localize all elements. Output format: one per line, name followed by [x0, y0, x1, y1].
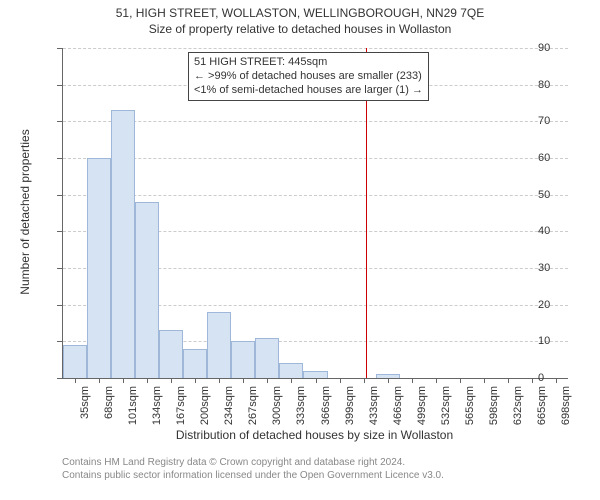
- chart-title-main: 51, HIGH STREET, WOLLASTON, WELLINGBOROU…: [0, 0, 600, 20]
- y-tick-label: 40: [538, 225, 594, 237]
- annotation-line-3: <1% of semi-detached houses are larger (…: [194, 84, 423, 98]
- histogram-bar: [279, 363, 303, 378]
- y-tick-mark: [57, 158, 62, 159]
- histogram-bar: [183, 349, 207, 378]
- y-tick-label: 30: [538, 262, 594, 274]
- y-tick-label: 0: [538, 372, 594, 384]
- histogram-bar: [255, 338, 279, 378]
- y-tick-label: 80: [538, 79, 594, 91]
- property-annotation: 51 HIGH STREET: 445sqm ← >99% of detache…: [188, 52, 429, 101]
- y-axis-title: Number of detached properties: [18, 47, 32, 377]
- x-tick-mark: [412, 378, 413, 383]
- x-tick-mark: [436, 378, 437, 383]
- y-tick-mark: [57, 195, 62, 196]
- y-tick-mark: [57, 378, 62, 379]
- footer-line-1: Contains HM Land Registry data © Crown c…: [62, 456, 444, 469]
- footer-line-2: Contains public sector information licen…: [62, 469, 444, 482]
- y-tick-label: 20: [538, 299, 594, 311]
- x-tick-mark: [267, 378, 268, 383]
- x-tick-mark: [147, 378, 148, 383]
- x-tick-mark: [340, 378, 341, 383]
- y-tick-label: 60: [538, 152, 594, 164]
- x-tick-mark: [460, 378, 461, 383]
- x-tick-mark: [532, 378, 533, 383]
- x-tick-mark: [75, 378, 76, 383]
- histogram-bar: [159, 330, 183, 378]
- y-tick-mark: [57, 341, 62, 342]
- x-tick-mark: [508, 378, 509, 383]
- x-tick-mark: [219, 378, 220, 383]
- x-tick-mark: [243, 378, 244, 383]
- y-tick-mark: [57, 268, 62, 269]
- annotation-line-1: 51 HIGH STREET: 445sqm: [194, 56, 423, 70]
- x-tick-mark: [484, 378, 485, 383]
- x-tick-mark: [316, 378, 317, 383]
- y-tick-mark: [57, 48, 62, 49]
- histogram-bar: [207, 312, 231, 378]
- x-tick-mark: [195, 378, 196, 383]
- chart-title-sub: Size of property relative to detached ho…: [0, 20, 600, 36]
- x-tick-mark: [388, 378, 389, 383]
- y-tick-mark: [57, 231, 62, 232]
- y-tick-mark: [57, 85, 62, 86]
- x-tick-mark: [99, 378, 100, 383]
- x-tick-mark: [364, 378, 365, 383]
- x-axis-title: Distribution of detached houses by size …: [62, 428, 567, 442]
- y-tick-label: 50: [538, 189, 594, 201]
- x-tick-mark: [291, 378, 292, 383]
- histogram-bar: [303, 371, 327, 378]
- annotation-line-2: ← >99% of detached houses are smaller (2…: [194, 70, 423, 84]
- histogram-bar: [231, 341, 255, 378]
- x-tick-mark: [123, 378, 124, 383]
- x-tick-mark: [171, 378, 172, 383]
- histogram-bar: [135, 202, 159, 378]
- y-tick-label: 10: [538, 335, 594, 347]
- attribution-footer: Contains HM Land Registry data © Crown c…: [62, 456, 444, 482]
- y-tick-label: 90: [538, 42, 594, 54]
- y-tick-mark: [57, 121, 62, 122]
- histogram-bar: [111, 110, 135, 378]
- y-tick-label: 70: [538, 115, 594, 127]
- histogram-bar: [87, 158, 111, 378]
- histogram-bar: [63, 345, 87, 378]
- y-tick-mark: [57, 305, 62, 306]
- chart-container: 51, HIGH STREET, WOLLASTON, WELLINGBOROU…: [0, 0, 600, 500]
